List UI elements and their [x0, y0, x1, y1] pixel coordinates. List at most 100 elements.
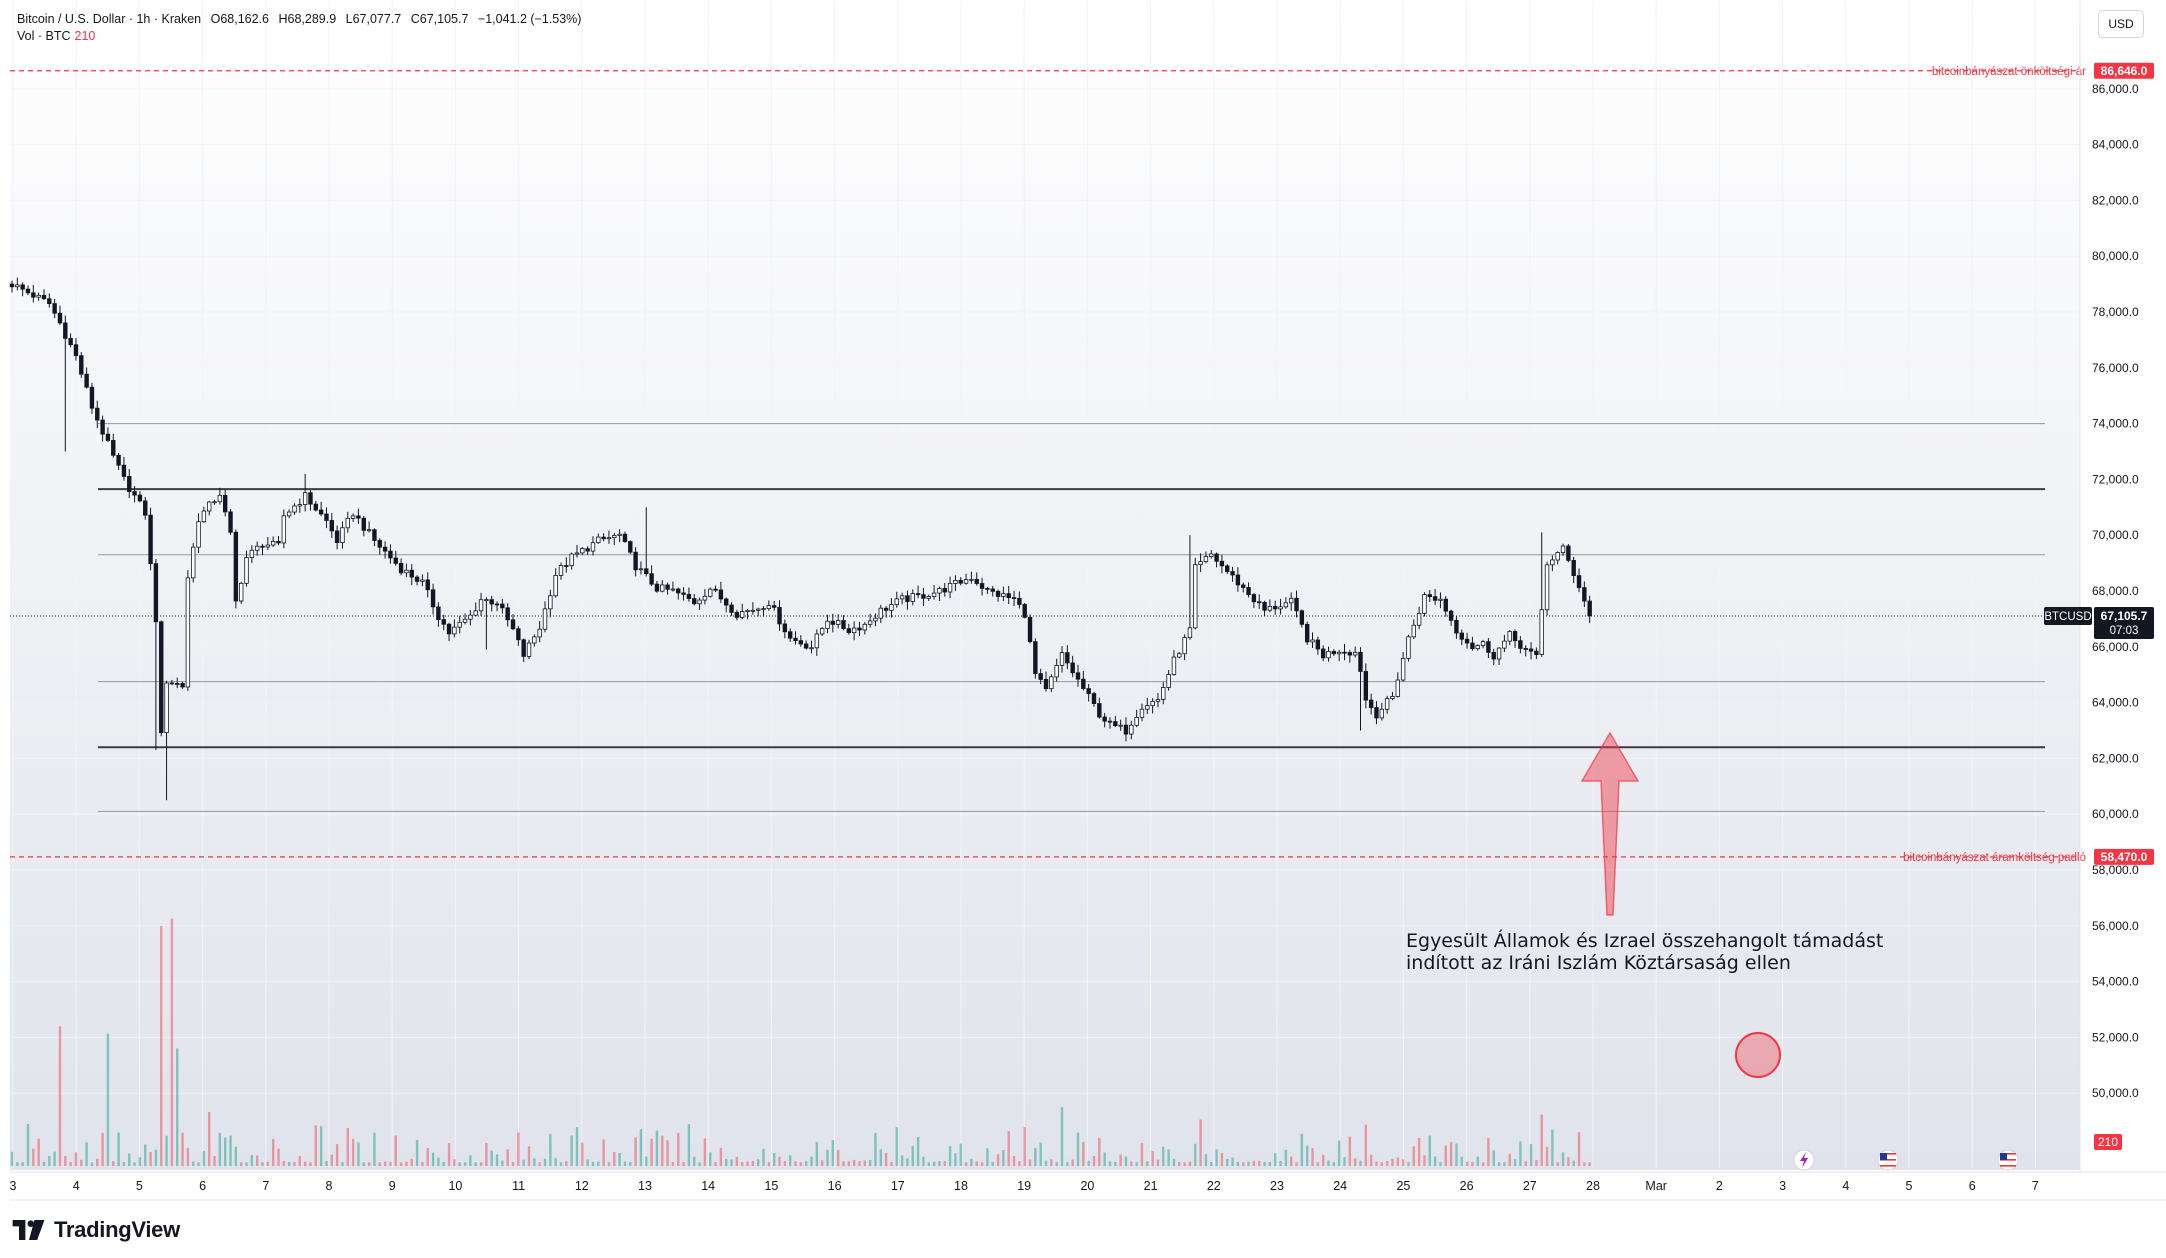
candle-body — [319, 510, 323, 514]
candle-body — [762, 609, 766, 610]
low-value: L67,077.7 — [346, 12, 402, 26]
candle-body — [1082, 679, 1086, 688]
candle-body — [1396, 680, 1400, 696]
volume-bar — [656, 1131, 658, 1166]
alert-level-label: bitcoinbányászat áramköltség padló — [1903, 852, 2086, 864]
candle-body — [143, 501, 147, 515]
time-tick-label: 24 — [1333, 1179, 1347, 1193]
candle-body — [213, 502, 217, 503]
currency-button[interactable]: USD — [2098, 10, 2144, 38]
candle-body — [1161, 688, 1165, 700]
volume-bar — [21, 1162, 23, 1166]
candle-body — [26, 289, 30, 293]
candle-body — [314, 504, 318, 510]
candle-body — [53, 304, 57, 314]
candle-body — [1583, 588, 1587, 602]
candle-body — [879, 608, 883, 618]
candle-body — [1359, 652, 1363, 671]
volume-bar — [475, 1162, 477, 1166]
volume-bar — [1221, 1153, 1223, 1166]
candle-body — [826, 621, 830, 628]
candle-body — [911, 594, 915, 602]
volume-bar — [75, 1152, 77, 1166]
event-annotation[interactable]: Egyesült Államok és Izrael összehangolt … — [1406, 930, 1883, 974]
volume-bar — [640, 1129, 642, 1166]
volume-bar — [1130, 1162, 1132, 1166]
volume-bar — [1183, 1162, 1185, 1166]
volume-bar — [59, 1026, 61, 1166]
volume-bar — [341, 1162, 343, 1166]
volume-bar — [1082, 1142, 1084, 1166]
candle-body — [261, 546, 265, 547]
volume-bar — [213, 1156, 215, 1166]
candle-body — [501, 604, 505, 608]
volume-bar — [421, 1162, 423, 1166]
volume-bar — [1386, 1161, 1388, 1166]
candle-body — [1108, 721, 1112, 722]
volume-bar — [208, 1112, 210, 1166]
candle-body — [1039, 674, 1043, 680]
volume-bar — [1199, 1119, 1201, 1166]
candle-body — [906, 596, 910, 602]
candle-body — [1167, 675, 1171, 688]
candle-body — [1263, 602, 1267, 610]
candle-body — [442, 620, 446, 625]
volume-bar — [992, 1162, 994, 1166]
event-flag-icon[interactable] — [1878, 1150, 1898, 1170]
candle-body — [1284, 603, 1288, 607]
volume-bar — [1588, 1162, 1590, 1166]
candle-body — [815, 634, 819, 648]
volume-bar — [672, 1162, 674, 1166]
candle-body — [511, 620, 515, 629]
price-tick-label: 72,000.0 — [2092, 472, 2139, 486]
volume-bar — [554, 1158, 556, 1166]
volume-bar — [1109, 1161, 1111, 1166]
candle-body — [788, 632, 792, 638]
candle-body — [884, 608, 888, 610]
candle-body — [1561, 546, 1565, 553]
volume-bar — [869, 1160, 871, 1166]
event-flag-icon[interactable] — [1998, 1150, 2018, 1170]
time-tick-label: 13 — [638, 1179, 652, 1193]
candle-body — [159, 622, 163, 733]
volume-bar — [1535, 1160, 1537, 1166]
volume-bar — [1487, 1138, 1489, 1166]
candle-body — [831, 621, 835, 624]
tradingview-logo-icon — [12, 1220, 46, 1240]
candle-body — [181, 683, 185, 686]
time-tick-label: 28 — [1586, 1179, 1600, 1193]
volume-bar — [1541, 1115, 1543, 1166]
candle-body — [293, 506, 297, 512]
candle-body — [490, 600, 494, 604]
symbol-header[interactable]: Bitcoin / U.S. Dollar · 1h · Kraken O68,… — [17, 12, 587, 26]
candle-body — [1513, 631, 1517, 640]
candle-body — [111, 440, 115, 455]
candle-body — [1540, 610, 1544, 655]
volume-bar — [949, 1146, 951, 1166]
event-lightning-icon[interactable] — [1794, 1150, 1814, 1170]
volume-bar — [288, 1162, 290, 1166]
price-tick-label: 54,000.0 — [2092, 975, 2139, 989]
candle-body — [1209, 554, 1213, 557]
volume-bar — [538, 1162, 540, 1166]
volume-header[interactable]: Vol · BTC 210 — [17, 29, 95, 43]
volume-bar — [1349, 1137, 1351, 1166]
volume-bar — [896, 1127, 898, 1166]
candle-body — [783, 624, 787, 632]
volume-highlight-circle[interactable] — [1736, 1033, 1780, 1077]
symbol-title[interactable]: Bitcoin / U.S. Dollar · 1h · Kraken — [17, 12, 201, 26]
volume-bar — [1434, 1156, 1436, 1166]
candle-body — [533, 637, 537, 643]
candle-body — [421, 580, 425, 581]
candle-body — [197, 522, 201, 547]
candle-body — [165, 683, 169, 733]
volume-bar — [1087, 1161, 1089, 1166]
time-tick-label: 15 — [764, 1179, 778, 1193]
volume-bar — [512, 1162, 514, 1166]
candle-body — [703, 596, 707, 600]
bar-countdown: 07:03 — [2110, 625, 2139, 637]
candle-body — [335, 531, 339, 543]
tradingview-logo[interactable]: TradingView — [12, 1216, 180, 1244]
candle-body — [820, 629, 824, 634]
